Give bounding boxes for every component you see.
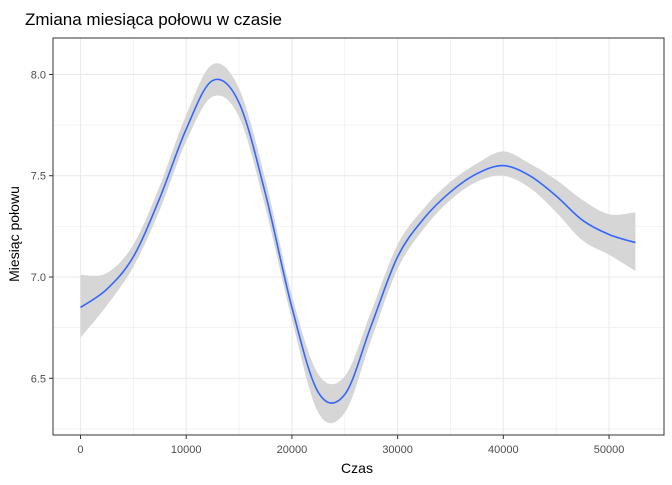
y-tick-label: 7.0 [31, 272, 46, 284]
y-tick-label: 6.5 [31, 373, 46, 385]
axes [52, 37, 665, 436]
chart-title: Zmiana miesiąca połowu w czasie [25, 10, 282, 29]
y-axis-ticks: 6.5 7.0 7.5 8.0 [31, 69, 53, 385]
x-tick-label: 40000 [488, 444, 519, 456]
major-gridlines [53, 38, 664, 435]
smooth-line-layer [80, 78, 636, 404]
smooth-line [80, 78, 636, 404]
x-tick-label: 50000 [594, 444, 625, 456]
confidence-band [80, 63, 636, 424]
y-axis-label: Miesiąc połowu [6, 186, 22, 282]
y-tick-label: 7.5 [31, 171, 46, 183]
x-tick-label: 30000 [382, 444, 413, 456]
y-tick-label: 8.0 [31, 69, 46, 81]
x-axis-label: Czas [341, 460, 373, 476]
x-tick-label: 0 [77, 444, 83, 456]
panel-border [52, 37, 665, 436]
x-axis-ticks: 0 10000 20000 30000 40000 50000 [77, 435, 624, 456]
x-tick-label: 20000 [277, 444, 308, 456]
x-tick-label: 10000 [171, 444, 202, 456]
confidence-band-layer [80, 63, 636, 424]
